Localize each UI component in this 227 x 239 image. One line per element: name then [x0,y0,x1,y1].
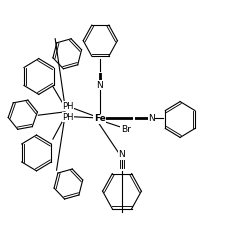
Text: Fe: Fe [93,114,105,123]
Text: N: N [148,114,154,123]
Text: N: N [96,81,103,90]
Text: Br: Br [120,125,130,134]
Text: PH: PH [62,113,73,122]
Text: PH: PH [62,102,73,111]
Text: N: N [118,150,125,159]
